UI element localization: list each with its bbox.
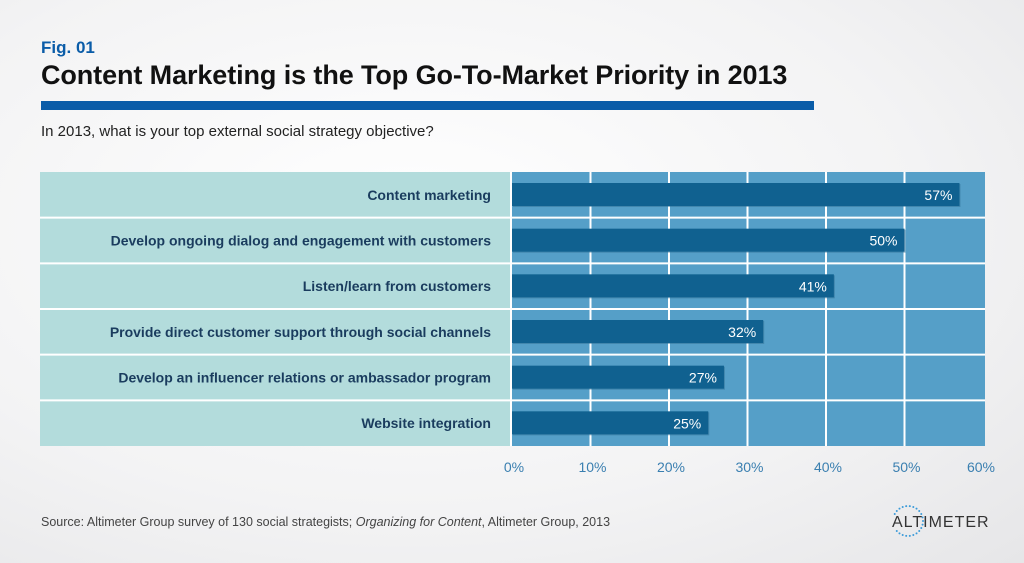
category-label: Develop ongoing dialog and engagement wi… — [111, 233, 492, 249]
source-title: Organizing for Content — [355, 515, 482, 529]
logo-dot — [912, 534, 915, 537]
logo-dot — [918, 529, 921, 532]
logo-dot — [905, 534, 908, 537]
logo-dot — [901, 534, 904, 537]
bar — [512, 320, 764, 343]
bar — [512, 228, 905, 252]
source-suffix: , Altimeter Group, 2013 — [481, 515, 611, 529]
data-label: 32% — [728, 324, 756, 340]
data-label: 50% — [869, 233, 897, 249]
data-label: 57% — [924, 187, 952, 203]
logo-text: ALTIMETER — [892, 514, 990, 531]
data-label: 25% — [673, 415, 701, 431]
bar — [512, 365, 724, 389]
logo-dot — [921, 523, 924, 526]
x-tick-label: 30% — [735, 459, 763, 475]
logo-dot — [898, 507, 901, 510]
logo-dot — [922, 520, 924, 522]
logo-dot — [918, 510, 921, 513]
category-label: Develop an influencer relations or ambas… — [118, 370, 491, 386]
bar — [512, 411, 709, 435]
category-label: Content marketing — [367, 187, 491, 203]
data-label: 41% — [799, 278, 827, 294]
logo-dot — [895, 510, 898, 513]
page-title: Content Marketing is the Top Go-To-Marke… — [41, 60, 788, 90]
source-prefix: Source: Altimeter Group survey of 130 so… — [41, 515, 356, 529]
logo-dot — [920, 513, 923, 516]
chart-question: In 2013, what is your top external socia… — [41, 123, 434, 140]
logo-dot — [905, 505, 908, 508]
x-tick-label: 20% — [657, 459, 685, 475]
category-label: Provide direct customer support through … — [110, 324, 491, 340]
logo-dot — [915, 532, 918, 535]
category-label: Listen/learn from customers — [303, 278, 491, 294]
x-tick-label: 40% — [814, 459, 842, 475]
category-label: Website integration — [361, 415, 491, 431]
logo-dot — [895, 529, 898, 532]
logo-dot — [920, 526, 923, 529]
x-tick-label: 60% — [967, 459, 995, 475]
logo-dotted-circle-icon — [893, 505, 924, 537]
x-tick-label: 0% — [504, 459, 524, 475]
bar — [512, 274, 834, 298]
logo-dot — [898, 532, 901, 535]
logo-dot — [915, 507, 918, 510]
altimeter-logo: ALTIMETER — [892, 505, 990, 537]
figure-label: Fig. 01 — [41, 38, 95, 57]
logo-dot — [908, 505, 911, 508]
logo-dot — [921, 516, 924, 519]
x-tick-label: 10% — [578, 459, 606, 475]
x-tick-label: 50% — [892, 459, 920, 475]
logo-dot — [912, 505, 915, 508]
logo-dot — [908, 534, 911, 537]
logo-dot — [901, 505, 904, 508]
data-label: 27% — [689, 370, 717, 386]
logo-dot — [893, 513, 896, 516]
title-underline — [41, 101, 814, 110]
source-note: Source: Altimeter Group survey of 130 so… — [41, 515, 610, 529]
bar — [512, 183, 960, 206]
